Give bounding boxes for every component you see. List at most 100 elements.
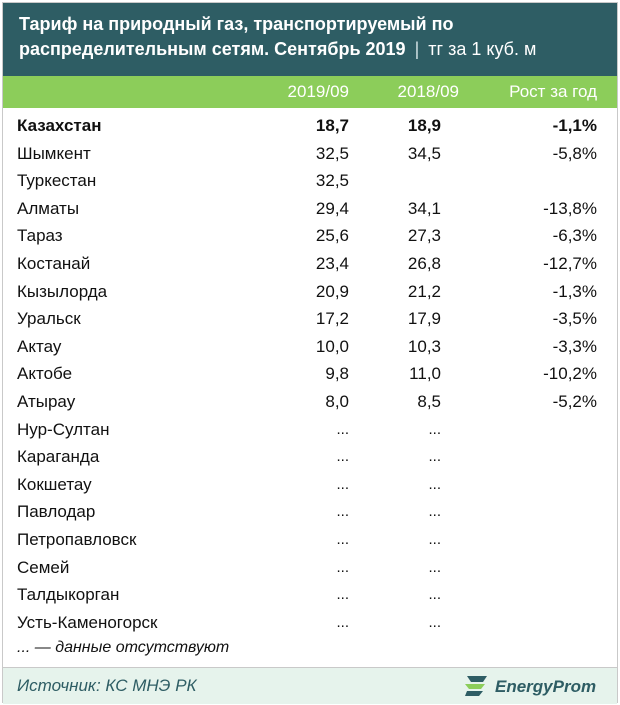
- table-row: Костанай 23,4 26,8 -12,7%: [3, 250, 617, 278]
- table-row: Семей ... ...: [3, 554, 617, 582]
- row-growth: -5,2%: [552, 391, 597, 411]
- row-value-2018: ...: [428, 448, 441, 466]
- row-value-2018: ...: [428, 558, 441, 576]
- row-value-2018: 26,8: [407, 253, 441, 273]
- row-value-2018: ...: [428, 530, 441, 548]
- table-row: Атырау 8,0 8,5 -5,2%: [3, 388, 617, 416]
- row-value-2018: 17,9: [407, 309, 441, 329]
- row-growth: -3,5%: [552, 309, 597, 329]
- row-value-2019: ...: [336, 420, 349, 438]
- table-row: Кызылорда 20,9 21,2 -1,3%: [3, 278, 617, 306]
- row-value-2019: 25,6: [315, 226, 349, 246]
- table-footer: Источник: КС МНЭ РК EnergyProm: [3, 668, 617, 704]
- row-value-2019: 17,2: [315, 309, 349, 329]
- table-row: Петропавловск ... ...: [3, 526, 617, 554]
- row-growth: -12,7%: [543, 253, 597, 273]
- row-city: Алматы: [17, 198, 80, 218]
- table-row: Караганда ... ...: [3, 443, 617, 471]
- table-row-total: Казахстан 18,7 18,9 -1,1%: [3, 112, 617, 140]
- row-value-2018: ...: [428, 586, 441, 604]
- table-title: Тариф на природный газ, транспортируемый…: [19, 14, 454, 59]
- table-unit: тг за 1 куб. м: [428, 39, 537, 59]
- table-row: Тараз 25,6 27,3 -6,3%: [3, 222, 617, 250]
- column-header-growth: Рост за год: [509, 82, 597, 101]
- row-city: Усть-Каменогорск: [17, 612, 158, 632]
- column-header-2018: 2018/09: [397, 82, 459, 101]
- table-title-bar: Тариф на природный газ, транспортируемый…: [3, 3, 617, 76]
- row-value-2018: ...: [428, 613, 441, 631]
- row-value-2019: ...: [336, 475, 349, 493]
- row-value-2018: 11,0: [409, 364, 441, 384]
- row-value-2019: ...: [336, 586, 349, 604]
- row-value-2019: 10,0: [315, 336, 349, 356]
- row-city: Шымкент: [17, 143, 91, 163]
- row-city: Караганда: [17, 447, 100, 467]
- row-city: Костанай: [17, 253, 91, 273]
- row-value-2019: 8,0: [325, 391, 349, 411]
- row-city: Талдыкорган: [17, 585, 120, 605]
- row-city: Казахстан: [17, 116, 102, 135]
- row-city: Нур-Султан: [17, 419, 110, 439]
- row-value-2019: ...: [336, 448, 349, 466]
- row-value-2019: ...: [336, 503, 349, 521]
- row-value-2019: 18,7: [315, 116, 349, 135]
- missing-data-note: ... — данные отсутствуют: [17, 639, 230, 656]
- row-value-2018: 10,3: [407, 336, 441, 356]
- row-city: Семей: [17, 557, 70, 577]
- brand-name: EnergyProm: [495, 677, 597, 696]
- row-growth: -1,1%: [552, 116, 597, 135]
- table-row: Усть-Каменогорск ... ...: [3, 609, 617, 637]
- table-row: Туркестан 32,5: [3, 167, 617, 195]
- table-row: Шымкент 32,5 34,5 -5,8%: [3, 140, 617, 168]
- row-value-2018: 34,5: [407, 143, 441, 163]
- row-value-2019: ...: [336, 613, 349, 631]
- row-city: Кызылорда: [17, 281, 108, 301]
- row-city: Актобе: [17, 364, 73, 384]
- source-text: Источник: КС МНЭ РК: [17, 676, 197, 695]
- row-value-2019: 32,5: [315, 143, 349, 163]
- row-growth: -3,3%: [552, 336, 597, 356]
- table-row: Актобе 9,8 11,0 -10,2%: [3, 360, 617, 388]
- row-city: Тараз: [17, 226, 63, 246]
- row-value-2018: ...: [428, 420, 441, 438]
- row-growth: -1,3%: [552, 281, 597, 301]
- table-row: Талдыкорган ... ...: [3, 581, 617, 609]
- table-row: Кокшетау ... ...: [3, 471, 617, 499]
- row-city: Актау: [17, 336, 62, 356]
- row-value-2018: ...: [428, 475, 441, 493]
- row-value-2018: ...: [428, 503, 441, 521]
- row-value-2019: ...: [336, 530, 349, 548]
- row-growth: -13,8%: [543, 198, 597, 218]
- row-city: Уральск: [17, 309, 81, 329]
- row-city: Туркестан: [17, 171, 97, 191]
- row-growth: -10,2%: [543, 364, 597, 384]
- table-row: Уральск 17,2 17,9 -3,5%: [3, 305, 617, 333]
- table-row: Нур-Султан ... ...: [3, 416, 617, 444]
- row-value-2019: 20,9: [315, 281, 349, 301]
- footer-divider: [3, 667, 617, 668]
- table-row: Актау 10,0 10,3 -3,3%: [3, 333, 617, 361]
- table-body: Казахстан 18,7 18,9 -1,1% Шымкент 32,5 3…: [3, 112, 617, 636]
- row-value-2019: ...: [336, 558, 349, 576]
- row-growth: -6,3%: [552, 226, 597, 246]
- row-value-2019: 23,4: [315, 253, 349, 273]
- row-value-2018: 21,2: [407, 281, 441, 301]
- energyprom-logo-icon: [465, 676, 487, 696]
- table-row: Павлодар ... ...: [3, 498, 617, 526]
- row-value-2019: 29,4: [315, 198, 349, 218]
- row-city: Кокшетау: [17, 474, 92, 494]
- row-city: Павлодар: [17, 502, 96, 522]
- row-city: Атырау: [17, 391, 76, 411]
- row-value-2019: 32,5: [315, 171, 349, 191]
- row-value-2018: 27,3: [407, 226, 441, 246]
- column-header-row: 2019/09 2018/09 Рост за год: [3, 76, 617, 108]
- title-separator: |: [414, 39, 420, 59]
- table-row: Алматы 29,4 34,1 -13,8%: [3, 195, 617, 223]
- energyprom-logo: EnergyProm: [463, 672, 603, 700]
- row-value-2018: 18,9: [407, 116, 441, 135]
- row-value-2019: 9,8: [325, 364, 349, 384]
- row-value-2018: 34,1: [407, 198, 441, 218]
- row-growth: -5,8%: [552, 143, 597, 163]
- column-header-2019: 2019/09: [287, 82, 349, 101]
